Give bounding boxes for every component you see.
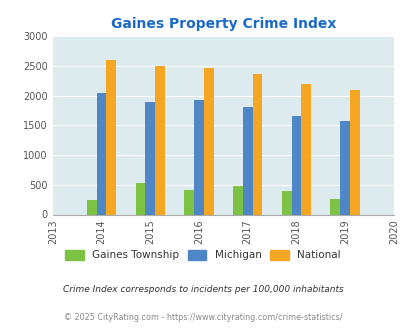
- Bar: [301, 84, 310, 214]
- Bar: [291, 116, 301, 214]
- Bar: [145, 102, 155, 214]
- Bar: [203, 68, 213, 215]
- Bar: [232, 186, 242, 214]
- Bar: [252, 74, 262, 215]
- Bar: [349, 90, 359, 214]
- Bar: [96, 93, 106, 214]
- Bar: [281, 191, 291, 214]
- Title: Gaines Property Crime Index: Gaines Property Crime Index: [110, 17, 335, 31]
- Bar: [135, 183, 145, 214]
- Text: Crime Index corresponds to incidents per 100,000 inhabitants: Crime Index corresponds to incidents per…: [62, 285, 343, 294]
- Bar: [87, 200, 96, 215]
- Text: © 2025 CityRating.com - https://www.cityrating.com/crime-statistics/: © 2025 CityRating.com - https://www.city…: [64, 313, 341, 322]
- Bar: [184, 190, 194, 214]
- Bar: [339, 121, 349, 214]
- Bar: [242, 107, 252, 214]
- Legend: Gaines Township, Michigan, National: Gaines Township, Michigan, National: [65, 250, 340, 260]
- Bar: [330, 199, 339, 214]
- Bar: [155, 66, 164, 214]
- Bar: [106, 60, 116, 214]
- Bar: [194, 100, 203, 214]
